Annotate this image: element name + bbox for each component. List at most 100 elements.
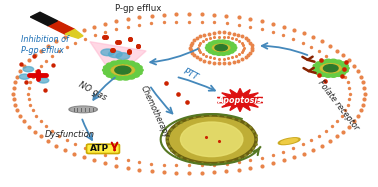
Point xyxy=(135,44,141,47)
Point xyxy=(136,24,143,27)
Point xyxy=(199,114,205,117)
Point xyxy=(222,161,228,164)
Point xyxy=(26,125,32,128)
Point xyxy=(323,130,329,133)
Point xyxy=(125,51,132,54)
Point xyxy=(186,164,192,167)
Point xyxy=(91,159,97,162)
Point xyxy=(32,54,38,57)
Point xyxy=(235,59,241,62)
Point xyxy=(201,33,207,36)
Point xyxy=(226,61,232,64)
Point xyxy=(211,13,217,16)
Point xyxy=(235,33,241,36)
Point xyxy=(11,86,17,89)
Point xyxy=(72,41,78,44)
Circle shape xyxy=(104,71,111,75)
Point xyxy=(342,109,348,112)
Ellipse shape xyxy=(167,115,256,164)
Point xyxy=(27,81,33,84)
Circle shape xyxy=(132,63,139,67)
Point xyxy=(174,171,180,174)
Circle shape xyxy=(228,50,234,53)
Circle shape xyxy=(335,73,342,76)
Point xyxy=(231,32,237,35)
Point xyxy=(351,64,357,67)
Point xyxy=(300,143,306,146)
Point xyxy=(206,60,212,63)
Point xyxy=(62,36,68,39)
Point xyxy=(203,136,209,139)
Text: Dysfunction: Dysfunction xyxy=(45,130,95,139)
Point xyxy=(164,136,170,139)
Circle shape xyxy=(208,50,214,53)
Point xyxy=(200,53,206,56)
Point xyxy=(253,142,259,145)
Point xyxy=(166,131,172,134)
Point xyxy=(223,170,229,173)
Point xyxy=(270,22,276,25)
Circle shape xyxy=(135,71,142,75)
Point xyxy=(239,51,245,54)
Point xyxy=(239,42,245,45)
Point xyxy=(56,134,62,137)
Point xyxy=(26,86,32,89)
Circle shape xyxy=(216,53,222,55)
Point xyxy=(161,13,167,16)
Point xyxy=(42,88,48,91)
Point xyxy=(161,171,167,174)
Point xyxy=(346,98,352,101)
Point xyxy=(249,44,255,47)
Circle shape xyxy=(312,67,319,70)
Point xyxy=(173,124,179,127)
Point xyxy=(242,122,248,125)
Point xyxy=(346,86,352,89)
Point xyxy=(197,57,203,60)
Circle shape xyxy=(230,44,236,47)
Point xyxy=(253,138,259,141)
Point xyxy=(53,144,59,147)
Point xyxy=(339,70,345,73)
Point xyxy=(12,81,18,84)
Point xyxy=(71,152,77,155)
Point xyxy=(247,125,253,128)
Point xyxy=(178,155,184,158)
Circle shape xyxy=(330,59,337,62)
Point xyxy=(248,51,254,54)
Point xyxy=(235,16,242,19)
Circle shape xyxy=(116,76,124,80)
Point xyxy=(233,55,239,58)
Point xyxy=(149,14,155,17)
Point xyxy=(31,55,37,58)
Point xyxy=(136,168,143,171)
Point xyxy=(82,37,88,40)
Point xyxy=(239,57,245,60)
Point xyxy=(346,125,352,128)
Point xyxy=(49,54,55,57)
Point xyxy=(358,75,364,78)
Text: P-gp efflux: P-gp efflux xyxy=(115,4,161,13)
Circle shape xyxy=(115,66,131,74)
Point xyxy=(124,166,130,169)
Point xyxy=(270,31,276,34)
Point xyxy=(108,48,115,51)
Point xyxy=(113,156,119,159)
Point xyxy=(239,35,245,38)
Point xyxy=(316,73,322,76)
Circle shape xyxy=(220,53,226,55)
Point xyxy=(270,153,276,156)
Circle shape xyxy=(111,61,118,65)
Point xyxy=(335,65,341,68)
Point xyxy=(211,31,217,34)
Point xyxy=(27,103,33,106)
Circle shape xyxy=(102,68,110,72)
Circle shape xyxy=(320,60,327,63)
Point xyxy=(187,49,194,52)
Point xyxy=(243,37,249,40)
Point xyxy=(215,162,221,165)
Point xyxy=(249,49,255,52)
Point xyxy=(135,44,141,47)
Point xyxy=(189,51,195,54)
Point xyxy=(184,118,190,121)
Point xyxy=(290,37,296,40)
